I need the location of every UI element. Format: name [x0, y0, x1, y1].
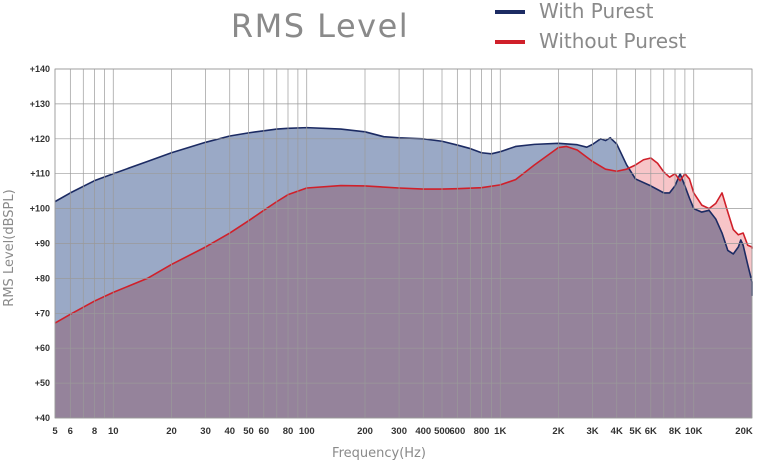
x-tick-label: 5: [52, 426, 58, 437]
plot-frame: [54, 68, 753, 419]
legend-label-with-purest: With Purest: [539, 0, 654, 23]
x-axis-ticks: 5 6 8 10 20 30 40 50 60 80 100 200 300 400 500 600 800 1K…: [52, 426, 752, 437]
y-tick-label: +130: [30, 99, 50, 109]
x-tick-label: 40: [224, 426, 235, 437]
x-tick-label: 30: [200, 426, 211, 437]
y-tick-label: +80: [35, 273, 50, 283]
y-tick-label: +70: [35, 308, 50, 318]
y-tick-label: +40: [35, 413, 50, 423]
x-axis-label: Frequency(Hz): [332, 446, 426, 461]
x-tick-label: 5K: [629, 426, 641, 437]
series-layer: [54, 126, 753, 419]
y-tick-label: +60: [35, 343, 50, 353]
x-tick-label: 80: [283, 426, 294, 437]
y-tick-label: +110: [30, 169, 50, 179]
x-tick-label: 1K: [494, 426, 506, 437]
x-tick-label: 600: [449, 426, 465, 437]
x-tick-label: 10: [108, 426, 119, 437]
x-tick-label: 20: [166, 426, 177, 437]
y-tick-label: +50: [35, 378, 50, 388]
series-area-without-purest: [55, 146, 752, 419]
y-tick-label: +100: [30, 204, 50, 214]
legend: With Purest Without Purest: [495, 0, 686, 53]
y-tick-label: +140: [30, 64, 50, 74]
chart-title: RMS Level: [231, 7, 409, 45]
x-tick-label: 6: [68, 426, 73, 437]
x-tick-label: 500: [434, 426, 450, 437]
y-axis-label: RMS Level(dBSPL): [2, 189, 17, 306]
x-tick-label: 8K: [669, 426, 681, 437]
x-tick-label: 2K: [552, 426, 564, 437]
x-tick-label: 10K: [685, 426, 703, 437]
x-tick-label: 50: [243, 426, 254, 437]
series-line-with-purest: [54, 126, 753, 296]
grid-layer: [54, 68, 753, 419]
x-tick-label: 400: [415, 426, 431, 437]
x-tick-label: 20K: [735, 426, 753, 437]
x-tick-label: 300: [391, 426, 407, 437]
legend-swatch-without-purest: [495, 40, 525, 44]
series-line-without-purest: [54, 145, 753, 324]
x-tick-label: 6K: [645, 426, 657, 437]
y-tick-label: +90: [35, 239, 50, 249]
x-tick-label: 200: [357, 426, 373, 437]
y-tick-label: +120: [30, 134, 50, 144]
x-tick-label: 100: [299, 426, 315, 437]
x-tick-label: 60: [259, 426, 270, 437]
legend-swatch-with-purest: [495, 10, 525, 14]
y-axis-ticks: +40 +50 +60 +70 +80 +90 +100 +110 +120 +130 +140: [30, 64, 50, 423]
x-tick-label: 800: [474, 426, 490, 437]
x-tick-label: 8: [92, 426, 97, 437]
legend-label-without-purest: Without Purest: [539, 29, 686, 53]
x-tick-label: 4K: [611, 426, 623, 437]
x-tick-label: 3K: [586, 426, 598, 437]
